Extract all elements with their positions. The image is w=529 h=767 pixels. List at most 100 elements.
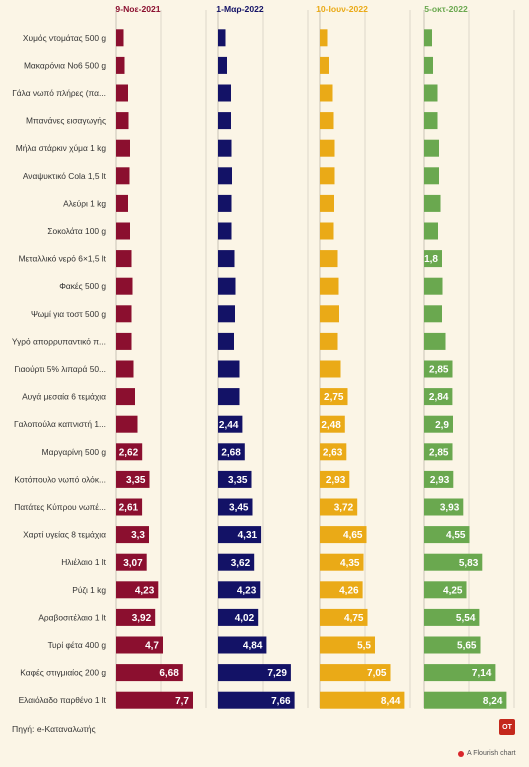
bar	[424, 388, 453, 406]
bar	[116, 443, 143, 461]
bar	[116, 470, 150, 488]
bar	[320, 360, 341, 378]
publisher-logo: ΟΤ	[499, 719, 515, 735]
data-label: 2,93	[326, 475, 346, 486]
data-label: 5,83	[459, 558, 479, 569]
data-label: 2,63	[323, 447, 343, 458]
bar	[424, 277, 443, 295]
bar	[424, 360, 453, 378]
category-label: Πατάτες Κύπρου νωπέ...	[14, 502, 106, 512]
bar	[116, 305, 132, 323]
category-label: Μήλα στάρκιν χύμα 1 kg	[16, 143, 107, 153]
bar	[424, 664, 496, 682]
bar	[320, 553, 364, 571]
bar	[218, 526, 262, 544]
category-label: Καφές στιγμιαίος 200 g	[20, 668, 106, 678]
data-label: 1,8	[424, 254, 438, 265]
data-label: 3,72	[334, 503, 354, 514]
bar	[424, 305, 442, 323]
category-label: Ελαιόλαδο παρθένο 1 lt	[19, 695, 107, 705]
bar	[424, 608, 480, 626]
bar	[116, 388, 135, 406]
data-label: 7,14	[472, 668, 492, 679]
bar	[218, 581, 261, 599]
category-label: Αυγά μεσαία 6 τεμάχια	[22, 392, 106, 402]
bar	[218, 167, 232, 185]
bar	[116, 167, 130, 185]
data-label: 4,23	[237, 585, 257, 596]
category-label: Αραβοσιτέλαιο 1 lt	[38, 612, 106, 622]
bar	[320, 470, 350, 488]
data-label: 4,02	[235, 613, 255, 624]
data-label: 4,23	[135, 585, 155, 596]
bar	[116, 581, 159, 599]
category-label: Υγρό απορρυπαντικό π...	[12, 336, 106, 346]
data-label: 3,35	[126, 475, 146, 486]
flourish-credit[interactable]: A Flourish chart	[458, 750, 516, 757]
bar	[424, 29, 432, 47]
bar	[116, 415, 138, 433]
data-label: 2,75	[324, 392, 344, 403]
bar	[320, 305, 339, 323]
bar	[116, 360, 134, 378]
bar	[218, 222, 232, 240]
bar	[218, 443, 245, 461]
bar	[424, 222, 438, 240]
data-label: 7,7	[175, 696, 189, 707]
bar	[116, 332, 132, 350]
bar	[218, 250, 235, 268]
bar	[218, 194, 232, 212]
data-label: 3,62	[231, 558, 251, 569]
bar	[116, 84, 128, 102]
data-label: 5,65	[457, 641, 477, 652]
bar	[424, 498, 464, 516]
data-label: 4,65	[343, 530, 363, 541]
data-label: 2,84	[429, 392, 449, 403]
bar	[424, 112, 438, 130]
data-label: 4,35	[340, 558, 360, 569]
flourish-logo-icon	[458, 750, 464, 757]
bar	[424, 56, 433, 74]
data-label: 3,92	[132, 613, 152, 624]
bar	[320, 664, 391, 682]
flourish-credit-label: A Flourish chart	[467, 750, 516, 757]
series-title: 9-Νοε-2021	[115, 4, 160, 14]
bar	[116, 526, 149, 544]
bar	[116, 29, 124, 47]
bar	[424, 332, 446, 350]
bar	[320, 112, 334, 130]
data-label: 2,62	[119, 447, 139, 458]
bar	[116, 277, 133, 295]
bar	[218, 360, 240, 378]
data-label: 2,85	[429, 447, 449, 458]
bar	[218, 470, 252, 488]
bar	[320, 608, 368, 626]
data-label: 2,44	[219, 420, 239, 431]
bar	[320, 277, 339, 295]
category-label: Μαργαρίνη 500 g	[42, 447, 107, 457]
bar	[424, 443, 453, 461]
bar	[320, 526, 367, 544]
bar	[424, 194, 441, 212]
data-label: 7,05	[367, 668, 387, 679]
bar	[116, 498, 143, 516]
bar	[424, 470, 454, 488]
bar	[218, 56, 227, 74]
bar	[320, 56, 329, 74]
bar	[218, 305, 235, 323]
data-label: 8,24	[483, 696, 503, 707]
bar	[320, 332, 338, 350]
category-label: Χυμός ντομάτας 500 g	[23, 33, 106, 43]
category-label: Μεταλλικό νερό 6×1,5 lt	[19, 254, 107, 264]
data-label: 2,61	[119, 503, 139, 514]
bar	[424, 553, 483, 571]
bar	[424, 636, 481, 654]
bar	[116, 608, 156, 626]
bar	[116, 553, 147, 571]
category-label: Αναψυκτικό Cola 1,5 lt	[23, 171, 107, 181]
bar	[320, 636, 375, 654]
bar	[320, 250, 338, 268]
bar	[218, 29, 226, 47]
bar	[320, 498, 358, 516]
data-label: 4,75	[344, 613, 364, 624]
